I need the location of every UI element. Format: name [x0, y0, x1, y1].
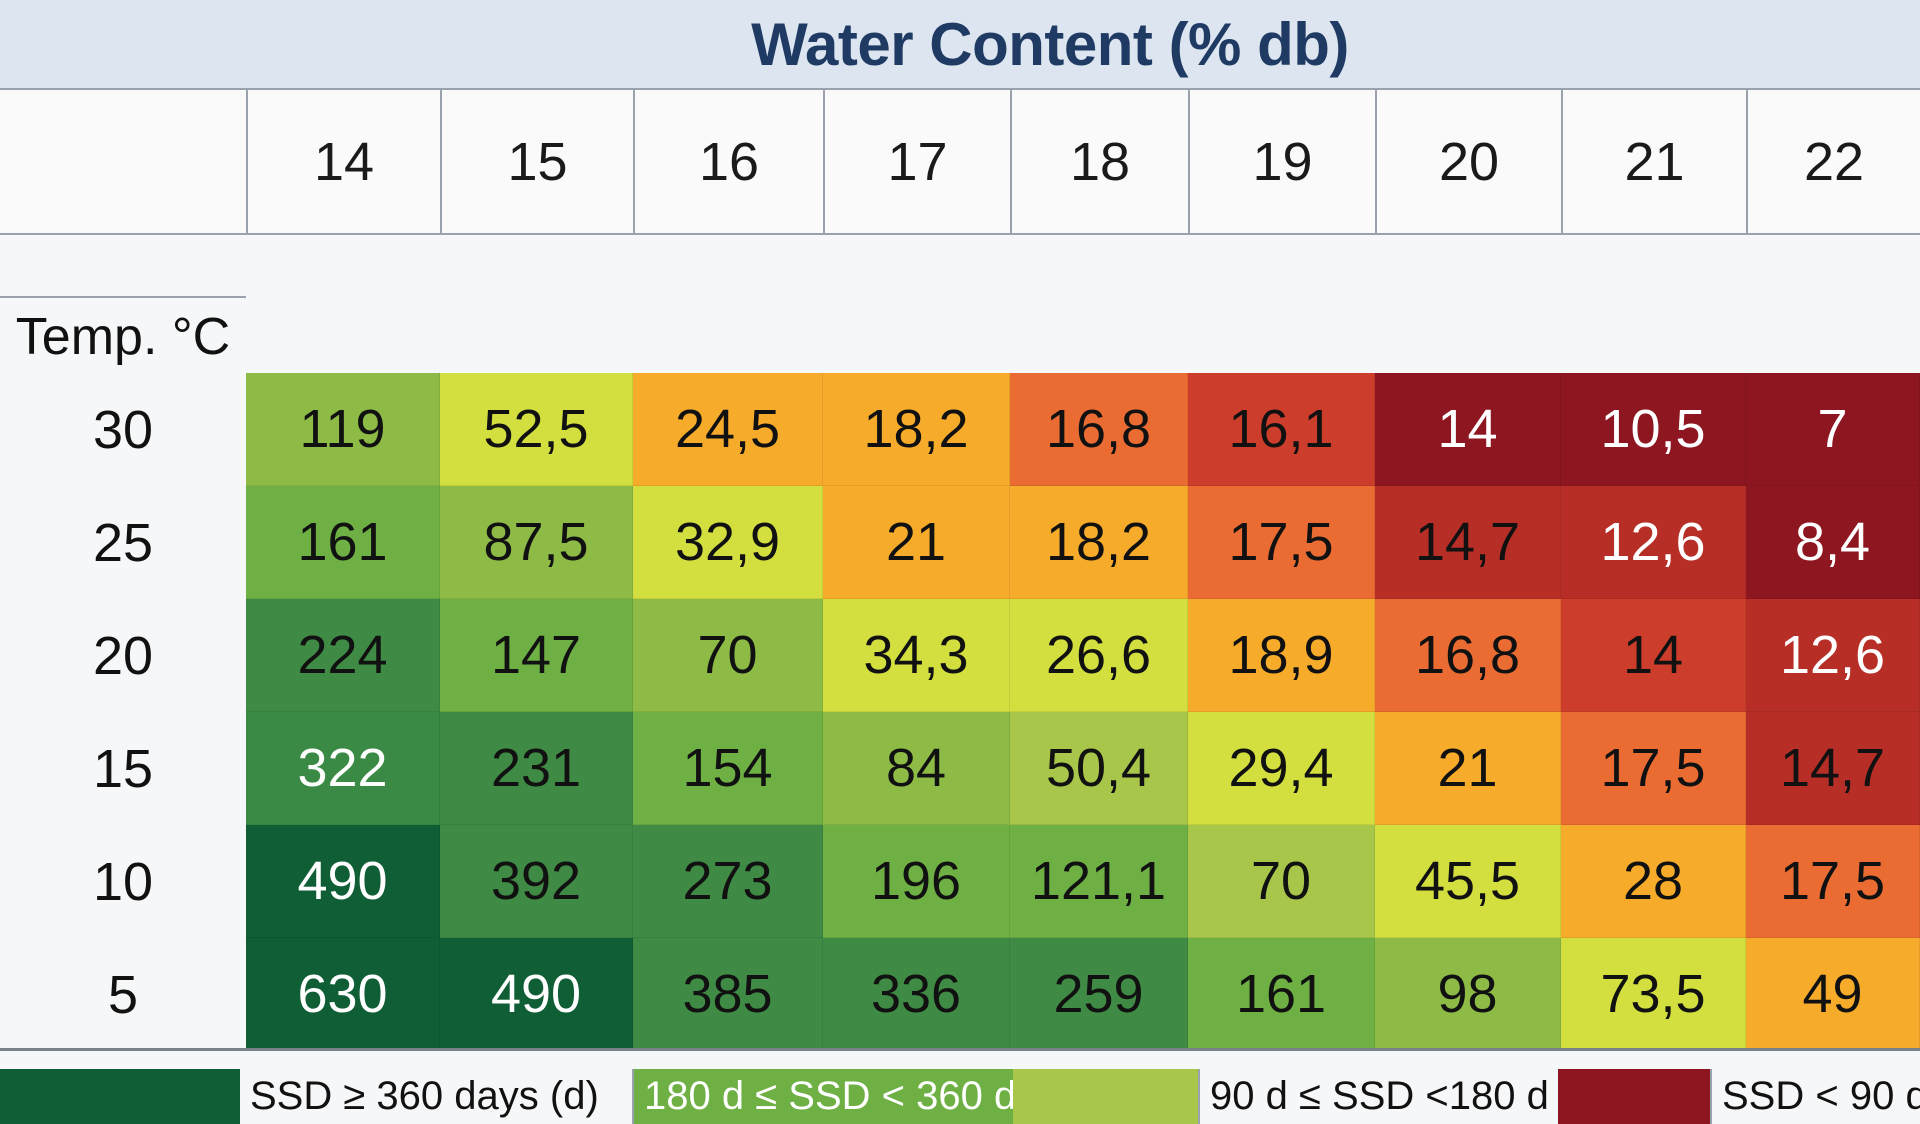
legend-label: SSD ≥ 360 days (d): [240, 1069, 632, 1124]
heatmap-cell: 490: [246, 825, 440, 938]
heatmap-cell: 10,5: [1561, 373, 1746, 486]
legend-swatch: [1013, 1069, 1198, 1124]
heatmap-cell: 161: [246, 486, 440, 599]
heatmap-cell: 29,4: [1188, 712, 1375, 825]
heatmap-cell: 14,7: [1375, 486, 1561, 599]
column-header-21: 21: [1561, 90, 1746, 233]
heatmap-cell: 273: [633, 825, 823, 938]
column-header-15: 15: [440, 90, 633, 233]
column-header-16: 16: [633, 90, 823, 233]
column-header-19: 19: [1188, 90, 1375, 233]
column-header-row: 14 15 16 17 18 19 20 21 22: [0, 90, 1920, 235]
heatmap-cell: 196: [823, 825, 1010, 938]
heatmap-cell: 259: [1010, 938, 1188, 1051]
heatmap-cell: 16,8: [1010, 373, 1188, 486]
legend-swatch: [0, 1069, 240, 1124]
heatmap-cell: 322: [246, 712, 440, 825]
heatmap-cell: 28: [1561, 825, 1746, 938]
row-label-25: 25: [92, 512, 154, 573]
heatmap-cell: 17,5: [1746, 825, 1920, 938]
heatmap-cell: 49: [1746, 938, 1920, 1051]
heatmap-cell: 17,5: [1188, 486, 1375, 599]
heatmap-cell: 12,6: [1561, 486, 1746, 599]
column-header-18: 18: [1010, 90, 1188, 233]
column-header-22: 22: [1746, 90, 1920, 233]
legend-label: SSD < 90 d: [1710, 1069, 1920, 1124]
legend: SSD ≥ 360 days (d) 180 d ≤ SSD < 360 d 90 …: [0, 1048, 1920, 1124]
heatmap-cell: 84: [823, 712, 1010, 825]
heatmap-cell: 17,5: [1561, 712, 1746, 825]
heatmap-cell: 8,4: [1746, 486, 1920, 599]
heatmap-cell: 52,5: [440, 373, 633, 486]
heatmap-cell: 14: [1375, 373, 1561, 486]
heatmap-cell: 34,3: [823, 599, 1010, 712]
heatmap-cell: 7: [1746, 373, 1920, 486]
heatmap-cell: 161: [1188, 938, 1375, 1051]
heatmap-cell: 336: [823, 938, 1010, 1051]
heatmap-cell: 14,7: [1746, 712, 1920, 825]
heatmap-cell: 21: [823, 486, 1010, 599]
row-label-15: 15: [92, 738, 154, 799]
heatmap-cell: 224: [246, 599, 440, 712]
heatmap-cell: 70: [1188, 825, 1375, 938]
chart-title: Water Content (% db): [751, 10, 1349, 78]
heatmap-cell: 121,1: [1010, 825, 1188, 938]
heatmap-cell: 119: [246, 373, 440, 486]
heatmap-cell: 18,2: [823, 373, 1010, 486]
heatmap-cell: 98: [1375, 938, 1561, 1051]
column-header-17: 17: [823, 90, 1010, 233]
row-label-20: 20: [92, 625, 154, 686]
heatmap-cell: 18,9: [1188, 599, 1375, 712]
chart-title-bar: Water Content (% db): [0, 0, 1920, 90]
heatmap-cell: 18,2: [1010, 486, 1188, 599]
heatmap-cell: 231: [440, 712, 633, 825]
legend-swatch: [1558, 1069, 1710, 1124]
column-header-14: 14: [246, 90, 440, 233]
heatmap-cell: 12,6: [1746, 599, 1920, 712]
heatmap-cell: 70: [633, 599, 823, 712]
heatmap-cell: 392: [440, 825, 633, 938]
heatmap-cell: 14: [1561, 599, 1746, 712]
row-label-5: 5: [107, 964, 139, 1025]
heatmap-cell: 16,8: [1375, 599, 1561, 712]
heatmap-cell: 147: [440, 599, 633, 712]
heatmap-cell: 21: [1375, 712, 1561, 825]
heatmap-cell: 73,5: [1561, 938, 1746, 1051]
heatmap-cell: 45,5: [1375, 825, 1561, 938]
heatmap-cell: 32,9: [633, 486, 823, 599]
heatmap-cell: 26,6: [1010, 599, 1188, 712]
heatmap-cell: 16,1: [1188, 373, 1375, 486]
heatmap-cell: 87,5: [440, 486, 633, 599]
row-label-10: 10: [92, 851, 154, 912]
heatmap-cell: 50,4: [1010, 712, 1188, 825]
heatmap-cell: 154: [633, 712, 823, 825]
legend-label: 180 d ≤ SSD < 360 d: [632, 1069, 1013, 1124]
row-axis-label: Temp. °C: [0, 296, 246, 376]
column-header-20: 20: [1375, 90, 1561, 233]
heatmap-cell: 24,5: [633, 373, 823, 486]
legend-label: 90 d ≤ SSD <180 d: [1198, 1069, 1558, 1124]
row-label-30: 30: [92, 399, 154, 460]
heatmap-cell: 630: [246, 938, 440, 1051]
heatmap-cell: 490: [440, 938, 633, 1051]
heatmap-cell: 385: [633, 938, 823, 1051]
